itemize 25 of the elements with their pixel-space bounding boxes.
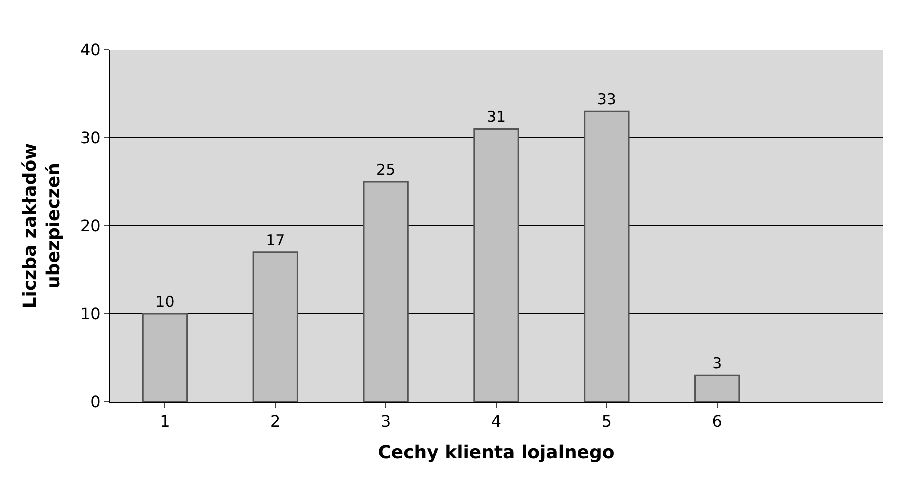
data-label: 33 (597, 90, 616, 109)
x-axis-title: Cechy klienta lojalnego (378, 442, 615, 464)
data-label: 31 (486, 108, 506, 126)
x-tick-label: 1 (160, 412, 170, 432)
x-tick-label: 4 (491, 412, 502, 432)
data-label: 17 (266, 231, 286, 250)
x-tick-label: 3 (380, 412, 392, 432)
data-label: 25 (376, 161, 396, 179)
y-tick-label: 30 (80, 128, 101, 148)
data-label: 10 (156, 293, 175, 311)
y-tick-label: 20 (80, 216, 101, 236)
y-tick-label: 10 (80, 304, 101, 324)
bar (142, 313, 188, 402)
bar (363, 181, 409, 402)
x-tick-label: 2 (270, 412, 281, 432)
bar (694, 374, 740, 402)
y-tick-label: 0 (90, 392, 101, 412)
bar (584, 110, 630, 402)
bar (474, 128, 520, 402)
y-tick-label: 40 (80, 40, 101, 60)
x-tick-label: 6 (712, 412, 722, 432)
x-tick-label: 5 (602, 412, 612, 432)
bar (252, 252, 298, 402)
y-axis-title: Liczba zakładów ubezpieczeń (20, 143, 65, 309)
data-label: 3 (712, 354, 722, 373)
